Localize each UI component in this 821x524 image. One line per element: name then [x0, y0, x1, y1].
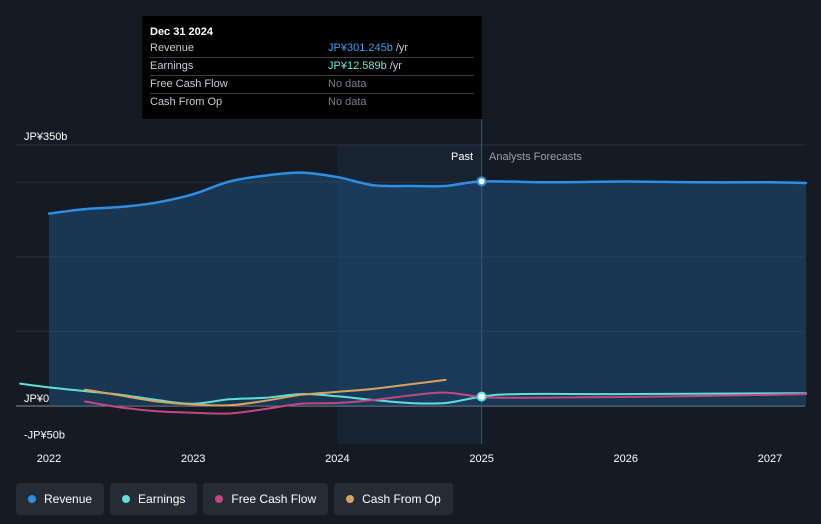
legend-label: Cash From Op	[362, 492, 441, 506]
tooltip: Dec 31 2024 Revenue JP¥301.245b /yr Earn…	[142, 16, 482, 119]
revenue-marker	[476, 176, 487, 187]
legend-label: Revenue	[44, 492, 93, 506]
y-tick-label: -JP¥50b	[24, 429, 65, 441]
legend: Revenue Earnings Free Cash Flow Cash Fro…	[16, 483, 453, 515]
free-cash-flow-dot-icon	[215, 495, 224, 503]
tooltip-label: Earnings	[150, 60, 194, 72]
x-tick-label: 2022	[37, 453, 61, 465]
tooltip-value: JP¥301.245b	[328, 42, 393, 54]
y-tick-label: JP¥350b	[24, 131, 67, 143]
cash-from-op-line	[84, 378, 447, 407]
tooltip-label: Cash From Op	[150, 96, 223, 108]
x-tick-label: 2026	[614, 453, 638, 465]
legend-item-free-cash-flow[interactable]: Free Cash Flow	[203, 483, 329, 515]
revenue-dot-icon	[28, 495, 36, 503]
legend-item-cash-from-op[interactable]: Cash From Op	[334, 483, 453, 515]
forecast-label: Analysts Forecasts	[489, 151, 582, 163]
x-axis-ticks: 2022 2023 2024 2025 2026 2027	[37, 453, 782, 465]
tooltip-label: Free Cash Flow	[150, 78, 228, 90]
tooltip-row-free-cash-flow: Free Cash Flow No data	[150, 76, 474, 94]
tooltip-value: JP¥12.589b	[328, 60, 387, 72]
tooltip-date: Dec 31 2024	[150, 26, 213, 38]
y-tick-label: JP¥0	[24, 393, 49, 405]
tooltip-row-revenue: Revenue JP¥301.245b /yr	[150, 40, 474, 58]
legend-label: Earnings	[138, 492, 186, 506]
x-tick-label: 2025	[469, 453, 493, 465]
legend-item-revenue[interactable]: Revenue	[16, 483, 105, 515]
past-label: Past	[451, 151, 473, 163]
tooltip-value: No data	[328, 78, 367, 90]
x-tick-label: 2024	[325, 453, 349, 465]
revenue-line	[47, 171, 808, 215]
earnings-dot-icon	[122, 495, 131, 503]
x-tick-label: 2023	[181, 453, 205, 465]
tooltip-unit: /yr	[389, 60, 402, 72]
markers	[476, 176, 487, 402]
cash-from-op-dot-icon	[346, 495, 355, 503]
legend-item-earnings[interactable]: Earnings	[110, 483, 198, 515]
tooltip-unit: /yr	[395, 42, 409, 54]
tooltip-row-earnings: Earnings JP¥12.589b /yr	[150, 58, 474, 76]
series-group	[19, 171, 808, 415]
tooltip-value: No data	[328, 96, 367, 108]
legend-label: Free Cash Flow	[231, 492, 317, 506]
tooltip-row-cash-from-op: Cash From Op No data	[150, 94, 474, 111]
y-axis-ticks: JP¥350b JP¥0 -JP¥50b	[24, 131, 67, 441]
revenue-area	[49, 172, 807, 406]
free-cash-flow-line	[84, 391, 808, 415]
tooltip-label: Revenue	[150, 42, 195, 54]
earnings-marker	[476, 391, 487, 402]
x-tick-label: 2027	[758, 453, 782, 465]
